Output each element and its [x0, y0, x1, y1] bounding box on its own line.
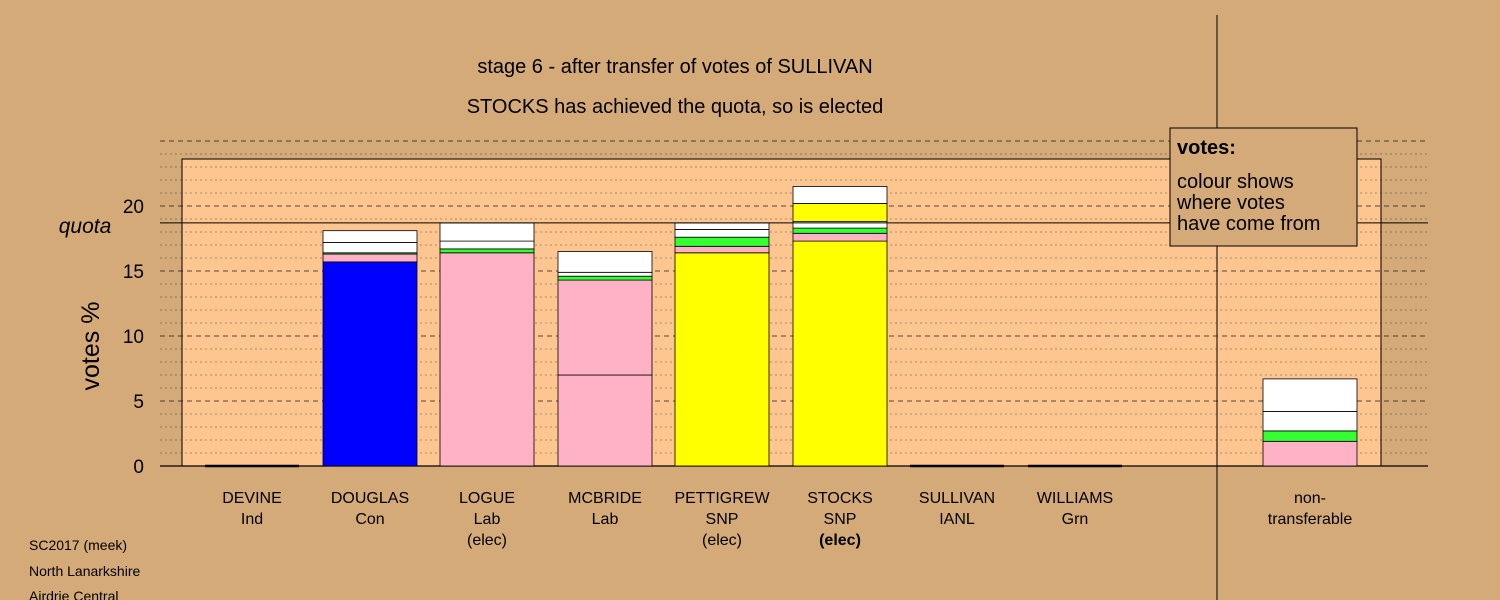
- bar-mcbride-segment: [557, 279, 653, 376]
- bar-pettigrew-segment: [674, 222, 770, 230]
- candidate-label: MCBRIDE: [568, 490, 642, 507]
- candidate-label: (elec): [819, 532, 861, 549]
- legend: votes: colour shows where votes have com…: [1169, 127, 1358, 247]
- bar-mcbride-segment: [557, 251, 653, 273]
- candidate-label: (elec): [702, 532, 742, 549]
- chart-subtitle: STOCKS has achieved the quota, so is ele…: [467, 96, 884, 118]
- candidate-label: DOUGLAS: [331, 490, 409, 507]
- bar-douglas-segment: [322, 241, 418, 254]
- legend-title: votes:: [1177, 137, 1236, 159]
- candidate-label: SULLIVAN: [919, 490, 995, 507]
- candidate-label: (elec): [467, 532, 507, 549]
- bar-douglas-segment: [322, 253, 418, 263]
- chart-title: stage 6 - after transfer of votes of SUL…: [477, 56, 872, 78]
- y-ticks: 0 5 10 15 20: [123, 197, 144, 478]
- nontransferable-label: transferable: [1268, 511, 1353, 528]
- bar-douglas-segment: [322, 230, 418, 243]
- bar-pettigrew-segment: [674, 245, 770, 254]
- y-tick-label: 10: [123, 327, 144, 348]
- y-tick-label: 20: [123, 197, 144, 218]
- y-axis-label: votes %: [77, 302, 105, 391]
- legend-line-3: have come from: [1177, 213, 1320, 235]
- candidate-label: PETTIGREW: [674, 490, 770, 507]
- bar-stocks-segment: [792, 240, 888, 467]
- footer-line-3: Airdrie Central: [29, 588, 118, 600]
- y-tick-label: 0: [133, 457, 144, 478]
- candidate-label: SNP: [824, 511, 857, 528]
- bar-douglas-segment: [322, 261, 418, 467]
- candidate-label: Grn: [1062, 511, 1089, 528]
- legend-line-2: where votes: [1176, 192, 1285, 214]
- bar-stocks-segment: [792, 202, 888, 222]
- candidate-labels: DEVINE Ind DOUGLAS Con LOGUE Lab (elec) MCBRIDE…: [222, 490, 1352, 549]
- candidate-label: IANL: [939, 511, 975, 528]
- bar-nontransferable-segment: [1262, 430, 1358, 442]
- bar-pettigrew-segment: [674, 228, 770, 238]
- nontransferable-label: non-: [1294, 490, 1326, 507]
- candidate-label: Lab: [592, 511, 619, 528]
- bar-stocks-segment: [792, 186, 888, 204]
- bar-stocks-segment: [792, 227, 888, 234]
- bar-stocks-segment: [792, 232, 888, 242]
- bar-logue-segment: [439, 222, 535, 242]
- legend-box: [1169, 127, 1358, 247]
- candidate-label: SNP: [706, 511, 739, 528]
- bar-logue-segment: [439, 248, 535, 254]
- bar-nontransferable-segment: [1262, 410, 1358, 432]
- y-tick-label: 5: [133, 392, 144, 413]
- legend-line-1: colour shows: [1177, 171, 1294, 193]
- candidate-label: Con: [355, 511, 384, 528]
- bar-mcbride-segment: [557, 374, 653, 467]
- bar-pettigrew-segment: [674, 252, 770, 467]
- candidate-label: STOCKS: [807, 490, 873, 507]
- bar-logue-segment: [439, 252, 535, 467]
- candidate-label: Lab: [474, 511, 501, 528]
- bar-logue-segment: [439, 240, 535, 250]
- footer-line-1: SC2017 (meek): [29, 537, 127, 553]
- candidate-label: LOGUE: [459, 490, 515, 507]
- candidate-label: WILLIAMS: [1037, 490, 1113, 507]
- bars: [205, 186, 1358, 468]
- bar-mcbride-segment: [557, 271, 653, 277]
- bar-mcbride-segment: [557, 275, 653, 281]
- bar-nontransferable-segment: [1262, 378, 1358, 412]
- quota-label: quota: [59, 215, 112, 238]
- candidate-label: Ind: [241, 511, 263, 528]
- y-tick-label: 15: [123, 262, 144, 283]
- footer-line-2: North Lanarkshire: [29, 563, 140, 579]
- candidate-label: DEVINE: [222, 490, 282, 507]
- bar-pettigrew-segment: [674, 236, 770, 247]
- bar-nontransferable-segment: [1262, 440, 1358, 467]
